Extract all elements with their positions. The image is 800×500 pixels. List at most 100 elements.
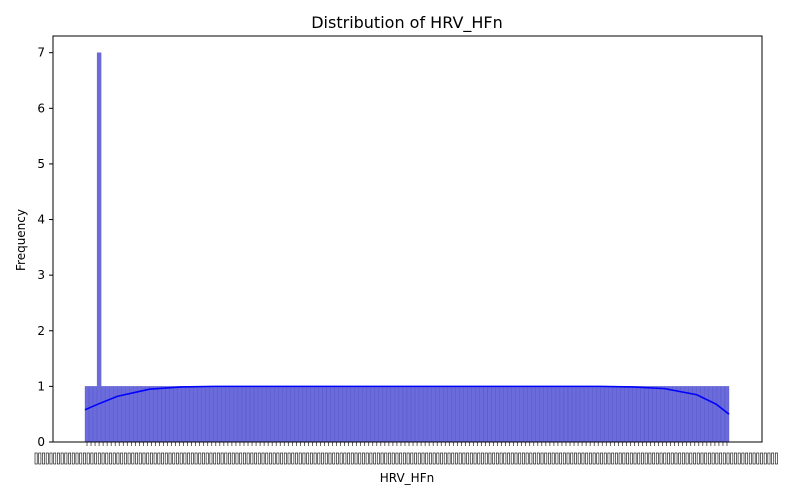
- x-tick-label-glyph: [644, 452, 648, 465]
- histogram-bar: [636, 386, 641, 443]
- x-tick-label-glyph: [354, 452, 358, 465]
- x-tick-label-glyph: [477, 452, 481, 465]
- x-tick-label-glyph: [629, 452, 633, 465]
- y-axis-label: Frequency: [14, 209, 28, 271]
- histogram-bar: [394, 386, 400, 443]
- x-tick-label-band: [34, 452, 778, 465]
- x-tick-label-glyph: [380, 452, 384, 465]
- x-tick-label-glyph: [670, 452, 674, 465]
- histogram-bar: [100, 386, 106, 443]
- x-tick-label-glyph: [704, 452, 708, 465]
- x-tick-label-glyph: [269, 452, 272, 465]
- x-tick-label-glyph: [228, 452, 231, 465]
- x-tick-label-glyph: [291, 452, 295, 465]
- histogram-bar: [447, 386, 452, 443]
- histogram-bar: [221, 386, 227, 443]
- histogram-bar: [233, 386, 239, 443]
- x-tick-label-glyph: [187, 452, 191, 465]
- histogram-bar: [113, 386, 118, 443]
- x-tick-label-glyph: [224, 452, 228, 465]
- histogram-bar: [499, 386, 504, 443]
- histogram-bar: [406, 386, 412, 443]
- histogram-bar: [181, 386, 186, 443]
- x-tick-label-glyph: [447, 452, 451, 465]
- histogram-bar: [652, 386, 657, 443]
- histogram-bar: [463, 386, 468, 443]
- plot-area: [84, 52, 730, 443]
- histogram-bar: [559, 386, 565, 443]
- x-tick-label-glyph: [339, 452, 343, 465]
- histogram-bar: [92, 386, 98, 443]
- histogram-bar: [157, 386, 162, 443]
- chart-title: Distribution of HRV_HFn: [311, 13, 503, 33]
- histogram-bar: [362, 386, 367, 443]
- histogram-bar: [684, 386, 689, 443]
- x-tick-label-glyph: [600, 452, 603, 465]
- x-tick-label-glyph: [246, 452, 250, 465]
- x-tick-label-glyph: [730, 452, 734, 465]
- histogram-bar: [338, 386, 343, 443]
- x-tick-label-glyph: [261, 452, 265, 465]
- histogram-bar: [245, 386, 251, 443]
- histogram-bar: [579, 386, 585, 443]
- x-tick-label-glyph: [53, 452, 57, 465]
- x-tick-label-glyph: [283, 452, 287, 465]
- histogram-bar: [358, 386, 363, 443]
- x-tick-label-glyph: [737, 452, 741, 465]
- x-tick-label-glyph: [648, 452, 652, 465]
- histogram-bar: [402, 386, 408, 443]
- histogram-bar: [680, 386, 685, 443]
- x-tick-label-glyph: [633, 452, 637, 465]
- x-tick-label-glyph: [276, 452, 280, 465]
- histogram-bar: [487, 386, 492, 443]
- histogram-bar: [604, 386, 609, 443]
- x-tick-label-glyph: [525, 452, 529, 465]
- histogram-bar: [350, 386, 355, 443]
- x-tick-label-glyph: [503, 452, 507, 465]
- x-tick-label-glyph: [596, 452, 600, 465]
- x-tick-label-glyph: [317, 452, 321, 465]
- x-tick-label-glyph: [153, 452, 157, 465]
- x-tick-label-glyph: [362, 452, 365, 465]
- histogram-bar: [664, 386, 669, 443]
- x-tick-label-glyph: [548, 452, 551, 465]
- x-tick-label-glyph: [295, 452, 298, 465]
- histogram-bar: [213, 386, 218, 443]
- x-tick-label-glyph: [436, 452, 440, 465]
- x-tick-label-glyph: [774, 452, 778, 465]
- x-tick-label-glyph: [681, 452, 685, 465]
- x-tick-label-glyph: [332, 452, 336, 465]
- x-tick-label-glyph: [216, 452, 220, 465]
- y-axis: 0 1 2 3 4 5 6 7: [37, 46, 53, 449]
- histogram-bar: [435, 386, 440, 443]
- x-tick-label-glyph: [395, 452, 399, 465]
- x-tick-label-glyph: [42, 452, 45, 465]
- histogram-bar: [418, 386, 424, 443]
- x-tick-label-glyph: [410, 452, 414, 465]
- x-tick-label-glyph: [112, 452, 116, 465]
- x-tick-label-glyph: [402, 452, 406, 465]
- histogram-bar: [390, 386, 396, 443]
- histogram-bar: [173, 386, 178, 443]
- x-tick-label-glyph: [462, 452, 466, 465]
- x-tick-label-glyph: [466, 452, 470, 465]
- histogram-bar: [225, 386, 231, 443]
- x-tick-label-glyph: [94, 452, 98, 465]
- histogram-bar: [346, 386, 351, 443]
- histogram-bar: [592, 386, 597, 443]
- x-tick-label-glyph: [432, 452, 436, 465]
- x-tick-label-glyph: [179, 452, 183, 465]
- histogram-bar: [535, 386, 540, 443]
- histogram-bar: [382, 386, 388, 443]
- x-tick-label-glyph: [540, 452, 544, 465]
- histogram-bar: [503, 386, 508, 443]
- histogram-bar: [354, 386, 359, 443]
- histogram-bar: [547, 386, 553, 443]
- histogram-bar: [269, 386, 275, 443]
- histogram-bar: [583, 386, 589, 443]
- x-tick-label-glyph: [663, 452, 667, 465]
- x-tick-label-glyph: [75, 452, 79, 465]
- y-tick-label: 1: [37, 379, 45, 393]
- x-tick-label-glyph: [607, 452, 611, 465]
- x-tick-label-glyph: [689, 452, 693, 465]
